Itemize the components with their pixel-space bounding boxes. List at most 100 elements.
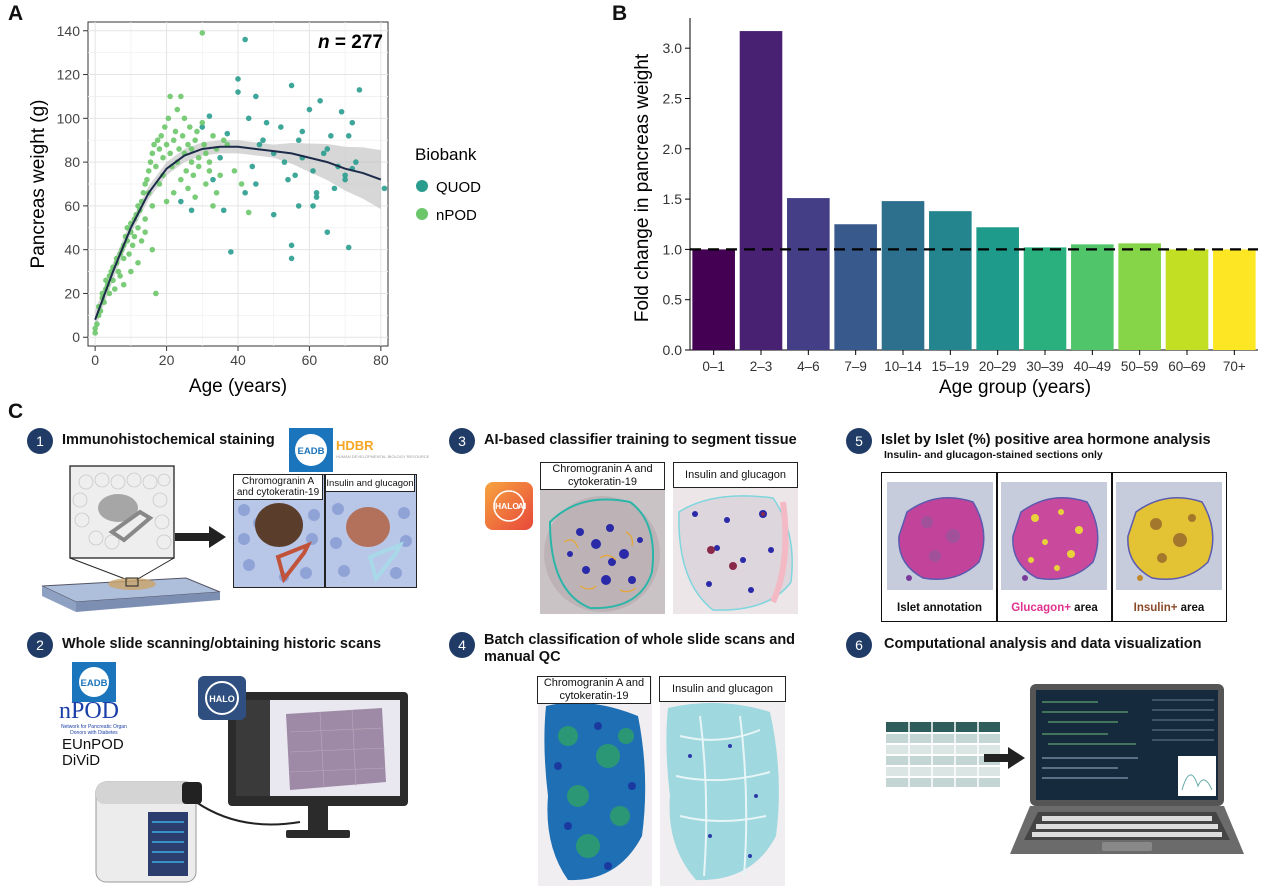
point-npod xyxy=(213,189,220,196)
fit-line xyxy=(94,145,382,321)
panel-letter-c: C xyxy=(8,400,24,423)
svg-text:EADB: EADB xyxy=(81,678,108,689)
scatter-ticks: 0 20 40 60 80 0 20 40 60 80 100 120 140 xyxy=(57,23,389,368)
point-npod xyxy=(188,159,195,165)
bar-2 xyxy=(787,198,830,350)
step-badge-5: 5 xyxy=(846,428,872,454)
bar-x-tick-label: 30–39 xyxy=(1026,359,1064,374)
bar-y-tick-label: 0.0 xyxy=(663,342,683,358)
step-badge-6: 6 xyxy=(846,632,872,658)
point-quod xyxy=(249,163,256,170)
bar-x-tick-label: 0–1 xyxy=(702,359,725,374)
ihc-label-insulin: Insulin and glucagon xyxy=(325,474,415,492)
y-tick-label: 100 xyxy=(57,110,81,126)
legend-npod-marker xyxy=(416,208,428,220)
point-npod xyxy=(167,93,173,100)
arrow-6 xyxy=(984,747,1025,769)
point-quod xyxy=(295,203,302,209)
point-npod xyxy=(153,163,159,170)
point-quod xyxy=(263,119,270,126)
point-quod xyxy=(299,128,306,135)
x-tick-label: 80 xyxy=(373,352,389,368)
point-npod xyxy=(220,137,227,144)
point-npod xyxy=(170,137,177,144)
point-npod xyxy=(153,290,159,297)
point-npod xyxy=(154,137,161,144)
point-quod xyxy=(228,249,234,255)
point-quod xyxy=(245,115,252,122)
bar-y-tick-label: 2.5 xyxy=(663,90,683,106)
point-quod xyxy=(220,207,227,214)
point-npod xyxy=(156,181,163,187)
bar-8 xyxy=(1071,244,1114,350)
point-npod xyxy=(149,203,156,209)
point-quod xyxy=(188,207,195,214)
point-quod xyxy=(353,159,359,165)
bar-x-tick-label: 4–6 xyxy=(797,359,820,374)
y-tick-label: 80 xyxy=(64,154,80,170)
point-quod xyxy=(285,176,291,183)
bar-x-tick-label: 70+ xyxy=(1223,359,1246,374)
point-quod xyxy=(328,133,334,139)
point-npod xyxy=(231,168,238,174)
point-quod xyxy=(356,87,363,93)
point-npod xyxy=(135,224,141,231)
point-npod xyxy=(192,137,198,144)
ci-band xyxy=(95,140,381,329)
step-badge-1: 1 xyxy=(27,428,53,454)
bar-y-tick-label: 3.0 xyxy=(663,40,683,56)
point-quod xyxy=(253,181,259,187)
point-npod xyxy=(217,172,223,179)
islet-image-annotation xyxy=(887,482,993,590)
point-npod xyxy=(167,150,173,157)
bar-1 xyxy=(739,31,783,350)
islet-caption-insulin: Insulin+ area xyxy=(1133,602,1205,614)
point-npod xyxy=(195,163,202,170)
step-title-5: Islet by Islet (%) positive area hormone… xyxy=(881,432,1211,448)
x-tick-label: 20 xyxy=(159,352,175,368)
point-npod xyxy=(176,146,182,152)
legend-quod-marker xyxy=(416,180,428,192)
legend-title: Biobank xyxy=(415,145,477,164)
y-tick-label: 0 xyxy=(72,329,80,345)
point-npod xyxy=(156,146,163,152)
bar-4 xyxy=(881,201,925,350)
point-quod xyxy=(320,150,327,157)
point-quod xyxy=(235,76,241,82)
point-quod xyxy=(270,211,277,218)
point-quod xyxy=(342,172,348,179)
point-quod xyxy=(206,113,213,119)
point-quod xyxy=(260,137,266,144)
point-quod xyxy=(331,185,338,192)
point-npod xyxy=(120,281,127,288)
bar-x-tick-label: 50–59 xyxy=(1121,359,1159,374)
point-npod xyxy=(144,176,150,183)
point-npod xyxy=(120,255,127,262)
point-quod xyxy=(292,172,298,179)
x-tick-label: 0 xyxy=(91,352,99,368)
point-quod xyxy=(288,255,295,262)
bar-x-tick-label: 15–19 xyxy=(932,359,970,374)
bar-0 xyxy=(692,249,735,350)
islet-caption-glucagon: Glucagon+ area xyxy=(1011,602,1098,614)
bar-x-tick-label: 7–9 xyxy=(844,359,867,374)
point-quod xyxy=(288,82,295,89)
point-quod xyxy=(381,185,388,192)
hdbr-logo: HDBR xyxy=(336,438,374,453)
batch-label-chromo: Chromogranin A and cytokeratin-19 xyxy=(537,676,651,704)
point-quod xyxy=(235,89,241,95)
arrow-1 xyxy=(175,526,226,548)
point-quod xyxy=(310,168,316,174)
ihc-box-insulin xyxy=(325,474,417,588)
bar-y-tick-label: 2.0 xyxy=(663,141,683,157)
slide-illustration xyxy=(41,465,221,612)
point-npod xyxy=(163,198,170,205)
point-npod xyxy=(210,203,216,209)
divid-label: DiViD xyxy=(62,752,101,769)
scatter-xlabel: Age (years) xyxy=(189,376,287,397)
classifier-label-insulin: Insulin and glucagon xyxy=(673,462,798,488)
bar-9 xyxy=(1118,243,1161,350)
point-npod xyxy=(181,115,188,122)
eunpod-label: EUnPOD xyxy=(62,736,124,753)
